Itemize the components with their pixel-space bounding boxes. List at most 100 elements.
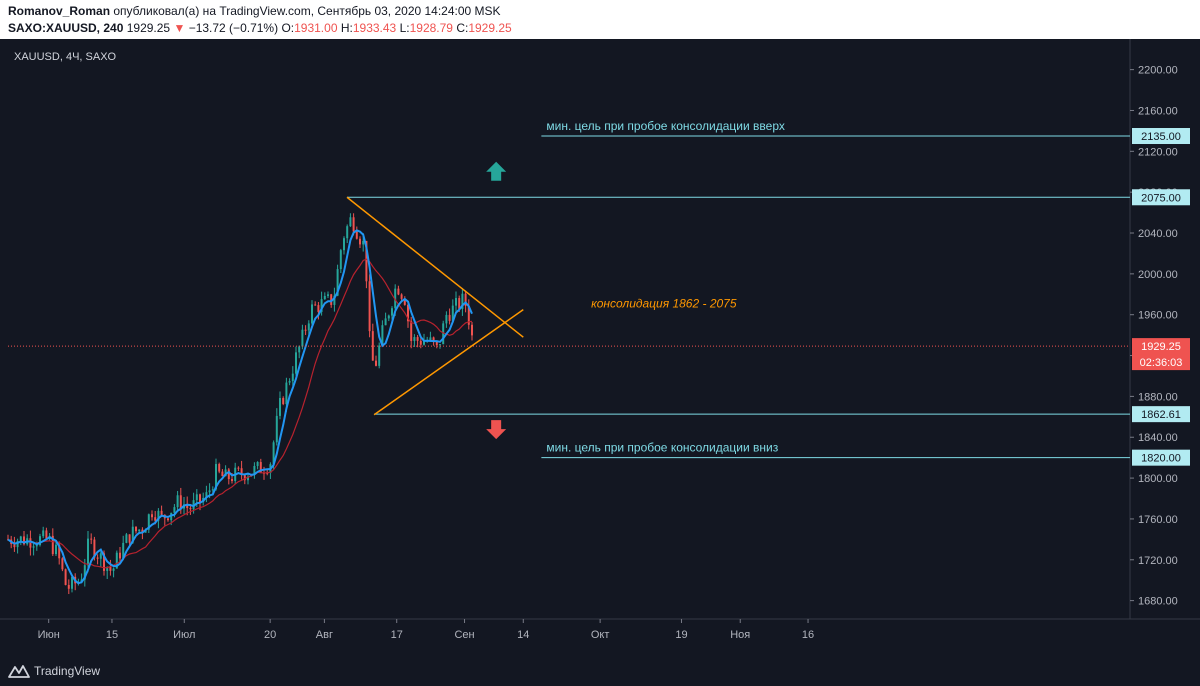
candle-body bbox=[381, 325, 384, 346]
up-arrow-icon bbox=[486, 161, 507, 181]
candle-body bbox=[83, 565, 86, 580]
candle-body bbox=[39, 536, 41, 546]
candle-body bbox=[419, 340, 422, 345]
time-tick-label: Окт bbox=[591, 629, 610, 641]
candle-body bbox=[445, 314, 448, 324]
high-value: 1933.43 bbox=[352, 21, 397, 35]
ohlc-line: SAXO:XAUUSD, 240 1929.25 ▼ −13.72 (−0.71… bbox=[8, 21, 512, 35]
candle-body bbox=[282, 398, 285, 405]
candle-body bbox=[125, 534, 128, 543]
candle-body bbox=[29, 538, 32, 548]
candle-body bbox=[365, 240, 368, 282]
candle-body bbox=[359, 238, 361, 245]
candle-body bbox=[189, 508, 192, 510]
time-tick-label: 19 bbox=[675, 629, 687, 641]
candle-body bbox=[352, 217, 355, 232]
candle-body bbox=[295, 352, 297, 374]
price-tick-label: 1720.00 bbox=[1138, 555, 1178, 567]
candle-body bbox=[237, 467, 240, 469]
candle-body bbox=[55, 544, 57, 555]
candle-body bbox=[227, 469, 230, 480]
candle-body bbox=[154, 517, 157, 521]
chart-pane[interactable]: 1680.00 1720.00 1760.00 1800.00 1840.00 1880.… bbox=[0, 39, 1200, 655]
slow-moving-average-line bbox=[7, 258, 473, 569]
price-tick-label: 2160.00 bbox=[1138, 105, 1178, 117]
candle-body bbox=[199, 494, 201, 503]
chart-background bbox=[0, 39, 1200, 655]
candle-body bbox=[119, 552, 121, 559]
candle-body bbox=[375, 360, 377, 366]
publish-line: Romanov_Roman опубликовал(а) на TradingV… bbox=[8, 4, 501, 18]
candle-body bbox=[323, 295, 326, 300]
candle-body bbox=[122, 542, 125, 559]
candle-body bbox=[394, 288, 397, 309]
candle-body bbox=[275, 415, 278, 443]
candle-body bbox=[160, 510, 163, 515]
down-arrow-icon bbox=[486, 420, 507, 440]
candle-body bbox=[224, 469, 227, 477]
candle-body bbox=[208, 490, 211, 493]
price-tick-label: 1800.00 bbox=[1138, 473, 1178, 485]
candle-body bbox=[272, 442, 275, 465]
author-name[interactable]: Romanov_Roman bbox=[8, 4, 111, 18]
chart-header: Romanov_Roman опубликовал(а) на TradingV… bbox=[0, 0, 1200, 38]
down-arrow-icon: ▼ bbox=[173, 21, 186, 35]
time-tick-label: 15 bbox=[106, 629, 118, 641]
candle-body bbox=[205, 492, 208, 498]
candle-body bbox=[400, 294, 403, 299]
candle-body bbox=[106, 567, 109, 571]
candle-body bbox=[314, 304, 317, 306]
publish-info: опубликовал(а) на TradingView.com, Сентя… bbox=[110, 4, 501, 18]
candle-body bbox=[266, 472, 269, 474]
candle-body bbox=[336, 269, 339, 296]
candle-body bbox=[157, 510, 160, 521]
candle-body bbox=[151, 514, 153, 518]
candle-body bbox=[215, 464, 217, 490]
level-price-tag bbox=[1132, 128, 1190, 145]
candle-body bbox=[13, 544, 16, 548]
candle-body bbox=[442, 323, 445, 345]
target-up-annotation: мин. цель при пробое консолидации вверх bbox=[546, 119, 785, 133]
candle-body bbox=[58, 544, 61, 559]
candle-body bbox=[279, 398, 281, 416]
level-price-label: 1820.00 bbox=[1141, 453, 1181, 465]
price-tick-label: 1840.00 bbox=[1138, 432, 1178, 444]
candle-body bbox=[407, 304, 409, 322]
candle-body bbox=[195, 494, 198, 501]
time-tick-label: 16 bbox=[802, 629, 814, 641]
level-price-label: 2135.00 bbox=[1141, 131, 1181, 143]
close-label: C: bbox=[456, 21, 469, 35]
time-tick-label: 17 bbox=[391, 629, 403, 641]
candle-body bbox=[403, 298, 406, 305]
level-price-tag bbox=[1132, 189, 1190, 206]
candle-body bbox=[307, 323, 310, 331]
level-price-label: 1862.61 bbox=[1141, 409, 1181, 421]
price-change: −13.72 (−0.71%) bbox=[188, 21, 279, 35]
candle-body bbox=[112, 568, 115, 571]
candle-body bbox=[288, 381, 291, 383]
time-tick-label: 14 bbox=[517, 629, 529, 641]
candle-body bbox=[416, 337, 419, 341]
candle-body bbox=[327, 294, 329, 296]
candle-body bbox=[355, 231, 358, 239]
candle-body bbox=[240, 468, 243, 475]
candle-body bbox=[64, 569, 67, 585]
tradingview-logo[interactable]: TradingView bbox=[8, 662, 100, 680]
candle-body bbox=[247, 476, 249, 481]
candle-body bbox=[103, 553, 105, 571]
candle-body bbox=[410, 321, 413, 341]
candle-body bbox=[259, 462, 262, 473]
candle-body bbox=[301, 329, 304, 347]
price-chart[interactable]: 1680.00 1720.00 1760.00 1800.00 1840.00 1880.… bbox=[0, 39, 1200, 655]
candle-body bbox=[349, 217, 352, 227]
candle-body bbox=[42, 530, 45, 537]
price-tick-label: 1960.00 bbox=[1138, 310, 1178, 322]
candle-body bbox=[432, 337, 435, 342]
candle-body bbox=[378, 345, 381, 366]
candle-body bbox=[371, 331, 374, 361]
candle-body bbox=[362, 240, 365, 245]
candle-body bbox=[32, 546, 35, 548]
price-tick-label: 2040.00 bbox=[1138, 228, 1178, 240]
candle-body bbox=[343, 238, 345, 251]
candle-body bbox=[471, 324, 473, 336]
